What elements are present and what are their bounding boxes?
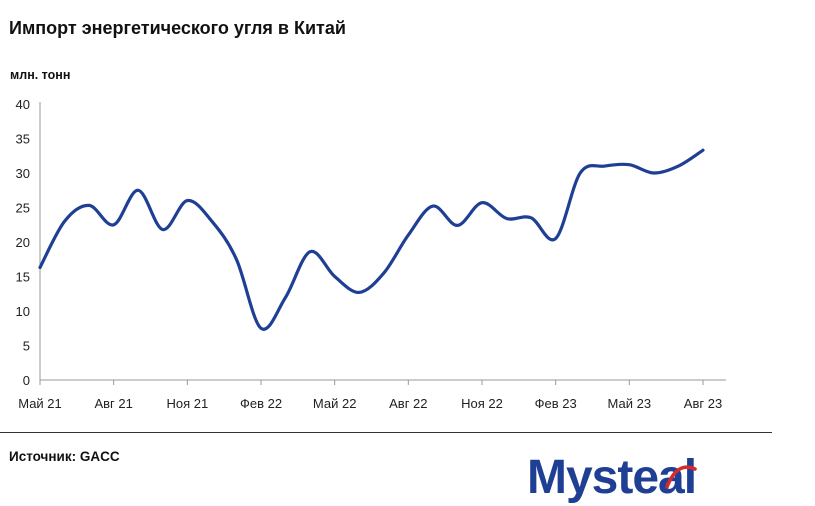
y-tick-label: 20: [16, 235, 30, 250]
x-tick-label: Май 23: [608, 396, 652, 411]
x-tick-label: Фев 22: [240, 396, 282, 411]
series-line: [38, 148, 705, 331]
x-tick-label: Фев 23: [535, 396, 577, 411]
x-tick-label: Ноя 22: [461, 396, 503, 411]
y-tick-labels: 0 5 10 15 20 25 30 35 40: [16, 97, 30, 388]
series-group: [38, 148, 705, 331]
line-chart: 0 5 10 15 20 25 30 35 40 Май 21 Авг 21 Ноя 21 Фев 2…: [16, 97, 726, 411]
x-tick-label: Авг 23: [684, 396, 722, 411]
x-tick-label: Май 22: [313, 396, 357, 411]
source-note: Источник: GACC: [9, 449, 120, 464]
x-tick-label: Ноя 21: [166, 396, 208, 411]
y-tick-label: 35: [16, 132, 30, 147]
x-tick-labels: Май 21 Авг 21 Ноя 21 Фев 22 Май 22 Авг 22 Ноя …: [18, 380, 722, 411]
logo-wordmark: Mysteal: [527, 451, 696, 503]
y-tick-label: 15: [16, 270, 30, 285]
y-tick-label: 30: [16, 166, 30, 181]
y-tick-label: 40: [16, 97, 30, 112]
chart-title: Импорт энергетического угля в Китай: [9, 18, 346, 38]
y-tick-label: 0: [23, 373, 30, 388]
y-tick-label: 25: [16, 201, 30, 216]
y-axis-unit-label: млн. тонн: [10, 68, 71, 82]
x-tick-label: Авг 22: [389, 396, 427, 411]
mysteal-logo: Mysteal: [527, 451, 697, 503]
y-tick-label: 10: [16, 304, 30, 319]
x-tick-label: Авг 21: [94, 396, 132, 411]
footer-divider: [0, 432, 772, 433]
logo-accent-swoosh: [665, 465, 697, 489]
chart-axes: [39, 102, 726, 381]
x-tick-label: Май 21: [18, 396, 62, 411]
y-tick-label: 5: [23, 339, 30, 354]
